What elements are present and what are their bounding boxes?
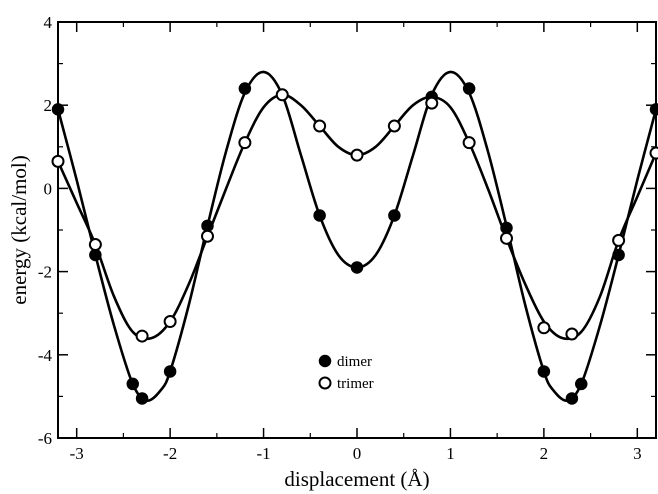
point-trimer — [135, 329, 149, 343]
point-dimer — [462, 82, 476, 95]
point-dimer — [575, 377, 588, 391]
point-trimer — [275, 88, 289, 102]
point-trimer — [238, 136, 252, 150]
legend: dimer trimer — [318, 354, 374, 392]
point-dimer — [537, 365, 551, 378]
point-trimer — [500, 231, 513, 245]
y-tick-label: -4 — [38, 346, 53, 365]
point-trimer — [387, 119, 401, 133]
series-points — [51, 82, 658, 405]
legend-label-dimer: dimer — [337, 354, 372, 370]
point-trimer — [649, 146, 658, 160]
point-dimer — [51, 103, 65, 116]
x-tick-label: -1 — [256, 444, 270, 463]
point-dimer — [350, 261, 364, 274]
point-trimer — [201, 229, 214, 243]
point-trimer — [350, 148, 364, 162]
point-dimer — [135, 392, 149, 405]
point-dimer — [89, 248, 102, 262]
point-trimer — [537, 321, 551, 335]
x-tick-label: -2 — [163, 444, 177, 463]
point-dimer — [201, 219, 214, 233]
point-dimer — [238, 82, 252, 95]
legend-label-trimer: trimer — [337, 376, 374, 392]
point-dimer — [163, 365, 177, 378]
series-curves — [56, 70, 658, 402]
point-dimer — [612, 248, 625, 262]
x-tick-label: 1 — [446, 444, 455, 463]
point-trimer — [88, 238, 102, 252]
point-dimer — [565, 392, 579, 405]
point-trimer — [51, 154, 65, 168]
y-tick-label: 2 — [44, 96, 53, 115]
point-trimer — [462, 136, 476, 150]
x-axis-title: displacement (Å) — [284, 467, 429, 491]
y-tick-label: -2 — [38, 263, 52, 282]
point-trimer — [425, 96, 439, 110]
point-dimer — [388, 209, 401, 222]
point-dimer — [126, 377, 139, 391]
x-tick-label: 3 — [633, 444, 642, 463]
x-tick-label: 2 — [540, 444, 549, 463]
point-dimer — [313, 209, 326, 222]
point-trimer — [612, 233, 626, 247]
point-dimer — [649, 103, 658, 116]
point-dimer — [500, 221, 513, 235]
y-tick-label: 0 — [44, 179, 53, 198]
point-trimer — [565, 327, 579, 341]
legend-marker-dimer — [318, 354, 332, 368]
curve-trimer — [56, 93, 658, 341]
curve-dimer — [56, 70, 658, 402]
point-trimer — [163, 315, 177, 329]
axis-ticks: -3 -2 -1 0 1 2 3 -6 -4 -2 0 2 4 — [38, 13, 656, 463]
point-trimer — [313, 119, 327, 133]
x-tick-label: -3 — [70, 444, 84, 463]
y-tick-label: -6 — [38, 429, 52, 448]
x-tick-label: 0 — [353, 444, 362, 463]
y-tick-label: 4 — [44, 13, 53, 32]
legend-marker-trimer — [318, 376, 332, 390]
y-axis-title: energy (kcal/mol) — [7, 155, 31, 304]
